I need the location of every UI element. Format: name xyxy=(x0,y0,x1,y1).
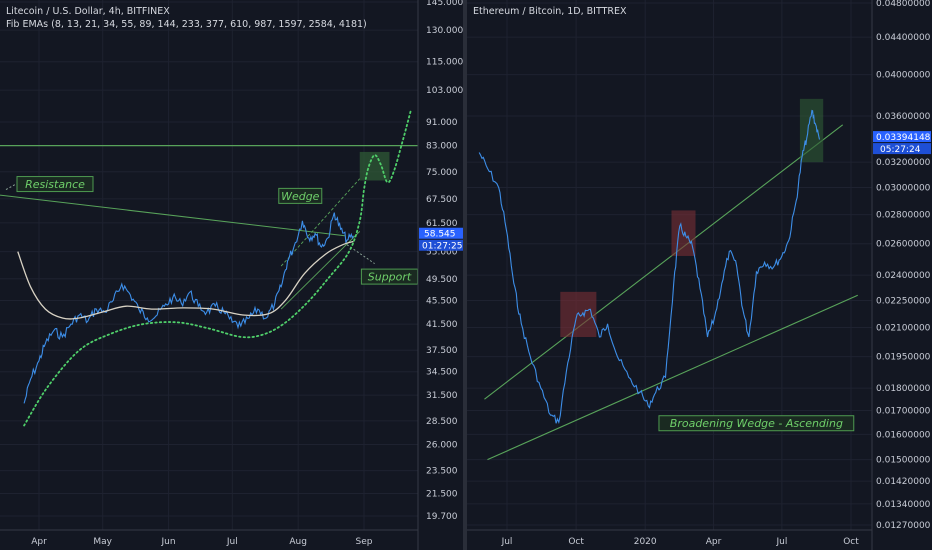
ethbtc-y-tick: 0.01700000 xyxy=(876,407,931,417)
ltc-y-tick: 19.700 xyxy=(426,512,458,522)
ltc-y-tick: 91.000 xyxy=(426,118,458,128)
resistance-label[interactable]: Resistance xyxy=(16,176,94,193)
ethbtc-y-axis: 0.04800000 0.04400000 0.04000000 0.03600000… xyxy=(871,0,931,550)
ltc-y-tick: 23.500 xyxy=(426,467,458,477)
ltc-y-tick: 61.500 xyxy=(426,219,458,229)
ethbtc-series-price-0 xyxy=(478,109,821,424)
ltc-last-price: 58.545 xyxy=(424,230,456,240)
ltc-x-tick: Jun xyxy=(161,537,176,547)
ltc-y-tick: 115.000 xyxy=(426,58,463,68)
ethbtc-y-tick: 0.01420000 xyxy=(876,477,931,487)
ethbtc-y-tick: 0.04800000 xyxy=(876,0,931,9)
ltc-y-tick: 26.000 xyxy=(426,441,458,451)
ltc-x-tick: Sep xyxy=(356,537,373,547)
ethbtc-x-tick: Jul xyxy=(775,537,787,547)
ethbtc-y-tick: 0.04000000 xyxy=(876,71,931,81)
ltc-series-ema-1 xyxy=(17,240,354,320)
ethbtc-y-tick: 0.03600000 xyxy=(876,112,931,122)
ltc-panel: Resistance Wedge Support 145.000 130.000 115… xyxy=(0,0,463,550)
wedge-lower-line[interactable] xyxy=(280,231,361,310)
ethbtc-y-tick: 0.03000000 xyxy=(876,184,931,194)
breakout-box[interactable] xyxy=(799,98,824,163)
ethbtc-x-tick: 2020 xyxy=(634,537,657,547)
ltc-y-tick: 34.500 xyxy=(426,368,458,378)
resistance-box-1[interactable] xyxy=(560,291,597,338)
ethbtc-y-tick: 0.02100000 xyxy=(876,324,931,334)
ethbtc-x-axis: Jul Oct 2020 Apr Jul Oct xyxy=(467,529,872,547)
ltc-y-tick: 41.500 xyxy=(426,320,458,330)
ltc-chart-title: Litecoin / U.S. Dollar, 4h, BITFINEX xyxy=(6,6,170,17)
ltc-y-tick: 37.500 xyxy=(426,346,458,356)
support-label[interactable]: Support xyxy=(360,268,419,285)
panel-divider[interactable] xyxy=(463,0,467,550)
ethbtc-x-tick: Oct xyxy=(843,537,859,547)
ltc-price-tag: 58.545 01:27:25 xyxy=(419,227,463,252)
ltc-x-axis: Apr May Jun Jul Aug Sep xyxy=(0,529,418,547)
ltc-y-tick: 75.000 xyxy=(426,168,458,178)
wedge-upper-line[interactable] xyxy=(280,178,361,267)
resistance-pointer xyxy=(5,183,17,190)
ethbtc-x-tick: Oct xyxy=(568,537,584,547)
ethbtc-y-tick: 0.02800000 xyxy=(876,211,931,221)
broadening-wedge-label[interactable]: Broadening Wedge - Ascending xyxy=(658,415,855,432)
ltc-series-ema-2 xyxy=(23,110,412,427)
ethbtc-y-tick: 0.02250000 xyxy=(876,296,931,306)
ltc-y-tick: 49.500 xyxy=(426,275,458,285)
svg-text:Resistance: Resistance xyxy=(25,178,85,191)
wedge-upper-trendline[interactable] xyxy=(484,124,844,400)
wedge-label[interactable]: Wedge xyxy=(278,187,323,204)
ethbtc-grid xyxy=(467,0,872,530)
ethbtc-y-tick: 0.01950000 xyxy=(876,353,931,363)
ltc-y-tick: 21.500 xyxy=(426,489,458,499)
ethbtc-series xyxy=(478,109,821,424)
ltc-y-tick: 55.000 xyxy=(426,248,458,258)
ethbtc-y-tick: 0.01500000 xyxy=(876,456,931,466)
ethbtc-y-tick: 0.04400000 xyxy=(876,33,931,43)
svg-text:Broadening Wedge - Ascending: Broadening Wedge - Ascending xyxy=(670,417,843,430)
ethbtc-x-tick: Apr xyxy=(706,537,722,547)
ltc-x-tick: May xyxy=(93,537,112,547)
ltc-y-axis: 145.000 130.000 115.000 103.000 91.000 83.000… xyxy=(417,0,463,550)
ltc-y-tick: 130.000 xyxy=(426,26,463,36)
ltc-y-tick: 83.000 xyxy=(426,142,458,152)
ltc-series-price-0 xyxy=(23,212,354,404)
ethbtc-overlays: Broadening Wedge - Ascending xyxy=(484,98,858,461)
resistance-box-2[interactable] xyxy=(671,210,696,256)
ethbtc-last-price: 0.03394148 xyxy=(876,133,931,143)
ethbtc-y-tick: 0.01600000 xyxy=(876,430,931,440)
ltc-x-tick: Apr xyxy=(31,537,47,547)
ethbtc-y-tick: 0.01270000 xyxy=(876,521,931,531)
ltc-y-tick: 67.500 xyxy=(426,195,458,205)
ltc-x-tick: Aug xyxy=(289,537,307,547)
svg-text:Wedge: Wedge xyxy=(281,190,320,203)
ethbtc-x-tick: Jul xyxy=(501,537,513,547)
ltc-x-tick: Jul xyxy=(226,537,238,547)
ethbtc-y-tick: 0.01800000 xyxy=(876,384,931,394)
ltc-y-tick: 31.500 xyxy=(426,391,458,401)
ethbtc-y-tick: 0.01340000 xyxy=(876,500,931,510)
ethbtc-price-tag: 0.03394148 05:27:24 xyxy=(873,131,931,155)
ltc-indicator-legend: Fib EMAs (8, 13, 21, 34, 55, 89, 144, 23… xyxy=(6,19,367,30)
ethbtc-y-tick: 0.02400000 xyxy=(876,271,931,281)
svg-text:Support: Support xyxy=(368,271,412,284)
ltc-y-tick: 145.000 xyxy=(426,0,463,8)
ethbtc-y-tick: 0.02600000 xyxy=(876,240,931,250)
ltc-grid xyxy=(0,0,418,530)
ltc-y-tick: 103.000 xyxy=(426,86,463,96)
ltc-series xyxy=(17,110,412,427)
ltc-y-tick: 45.500 xyxy=(426,296,458,306)
ethbtc-chart-title: Ethereum / Bitcoin, 1D, BITTREX xyxy=(473,6,627,17)
ethbtc-bar-countdown: 05:27:24 xyxy=(880,145,921,155)
wedge-lower-trendline[interactable] xyxy=(487,294,858,461)
ethbtc-y-tick: 0.03200000 xyxy=(876,158,931,168)
ltc-bar-countdown: 01:27:25 xyxy=(422,242,462,252)
ethbtc-panel: Broadening Wedge - Ascending 0.048000000… xyxy=(467,0,931,550)
ltc-y-tick: 28.500 xyxy=(426,417,458,427)
descending-trendline[interactable] xyxy=(0,194,345,237)
